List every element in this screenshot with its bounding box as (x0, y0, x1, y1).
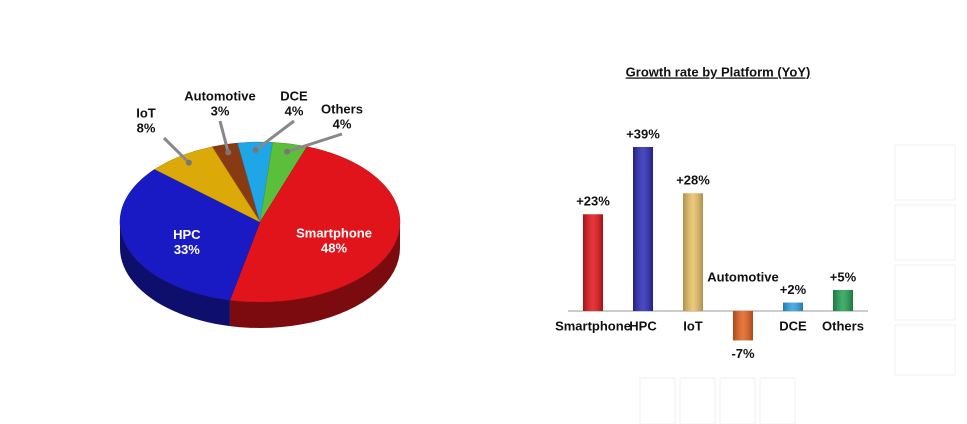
chart-title: Growth rate by Platform (YoY) (626, 64, 811, 79)
x-tick-label: Automotive (707, 269, 779, 284)
bar-shade (783, 302, 803, 311)
bar-shade (683, 193, 703, 311)
leader-dot (225, 149, 232, 156)
slice-label: HPC (173, 227, 201, 242)
slice-label: Smartphone (296, 226, 372, 241)
slice (229, 146, 401, 303)
bar-shade (833, 289, 853, 311)
value-label: +23% (576, 194, 610, 209)
x-tick-label: DCE (779, 318, 807, 333)
slice-value: 48% (321, 241, 347, 256)
slice-label: Others (321, 101, 363, 116)
value-label: +39% (626, 126, 660, 141)
leader-dot (252, 147, 259, 154)
leader-dot (284, 148, 291, 155)
slice (119, 169, 261, 301)
leader-line (218, 120, 230, 153)
slice-side (120, 222, 230, 327)
x-tick-label: IoT (683, 318, 703, 333)
slice-label: Automotive (184, 88, 256, 103)
value-label: +5% (830, 269, 857, 284)
value-label: +28% (676, 173, 710, 188)
bar-shade (733, 311, 753, 341)
slice-label: DCE (280, 88, 308, 103)
value-label: -7% (731, 346, 755, 361)
slice-value: 8% (137, 120, 156, 135)
slice-value: 3% (211, 103, 230, 118)
slice-value: 4% (285, 103, 304, 118)
leader-line (286, 132, 343, 154)
x-tick-label: Smartphone (555, 318, 631, 333)
background-tiles (639, 144, 956, 424)
value-label: +2% (780, 282, 807, 297)
slice-side (229, 222, 400, 328)
x-tick-label: Others (822, 318, 864, 333)
leader-line (162, 136, 190, 164)
slice-label: IoT (136, 105, 156, 120)
leader-dot (185, 159, 192, 166)
slice-value: 33% (174, 242, 200, 257)
leader-line (254, 119, 295, 152)
bar-shade (583, 214, 603, 311)
bar-shade (633, 147, 653, 311)
slice-value: 4% (333, 116, 352, 131)
x-tick-label: HPC (629, 318, 657, 333)
